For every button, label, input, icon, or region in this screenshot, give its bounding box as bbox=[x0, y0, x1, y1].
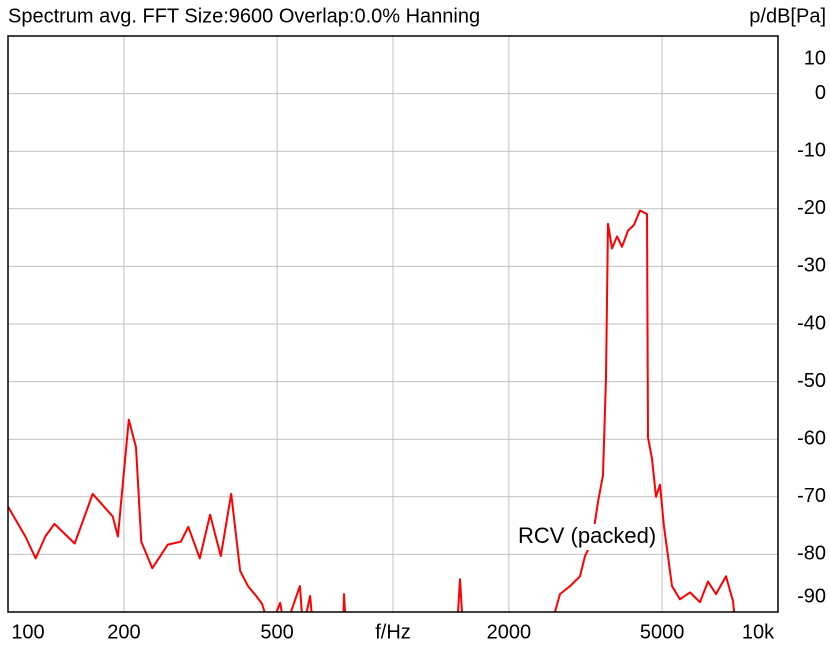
plot-area bbox=[8, 209, 736, 612]
y-tick-label: 0 bbox=[815, 82, 826, 104]
x-tick-label: 5000 bbox=[640, 621, 685, 643]
y-tick-label: -10 bbox=[797, 139, 826, 161]
y-tick-label: -20 bbox=[797, 197, 826, 219]
x-tick-label: 500 bbox=[260, 621, 293, 643]
y-tick-label: 10 bbox=[804, 47, 826, 69]
annotation-box bbox=[516, 524, 659, 550]
grid bbox=[8, 36, 778, 612]
x-tick-label: 10k bbox=[742, 621, 775, 643]
y-tick-label: -80 bbox=[797, 543, 826, 565]
x-tick-label: 100 bbox=[11, 621, 44, 643]
chart-title: Spectrum avg. FFT Size:9600 Overlap:0.0%… bbox=[8, 5, 480, 27]
annotation: RCV (packed) bbox=[518, 523, 656, 548]
x-tick-label: 200 bbox=[107, 621, 140, 643]
y-tick-label: -70 bbox=[797, 485, 826, 507]
x-tick-label: 2000 bbox=[487, 621, 532, 643]
y-tick-label: -50 bbox=[797, 370, 826, 392]
spectrum-line bbox=[8, 209, 736, 612]
plot-frame bbox=[7, 35, 779, 613]
y-tick-label: -30 bbox=[797, 255, 826, 277]
x-axis-label: f/Hz bbox=[375, 621, 411, 643]
y-tick-label: -40 bbox=[797, 312, 826, 334]
y-axis-label: p/dB[Pa] bbox=[749, 5, 826, 27]
y-tick-label: -90 bbox=[797, 585, 826, 607]
y-tick-label: -60 bbox=[797, 427, 826, 449]
